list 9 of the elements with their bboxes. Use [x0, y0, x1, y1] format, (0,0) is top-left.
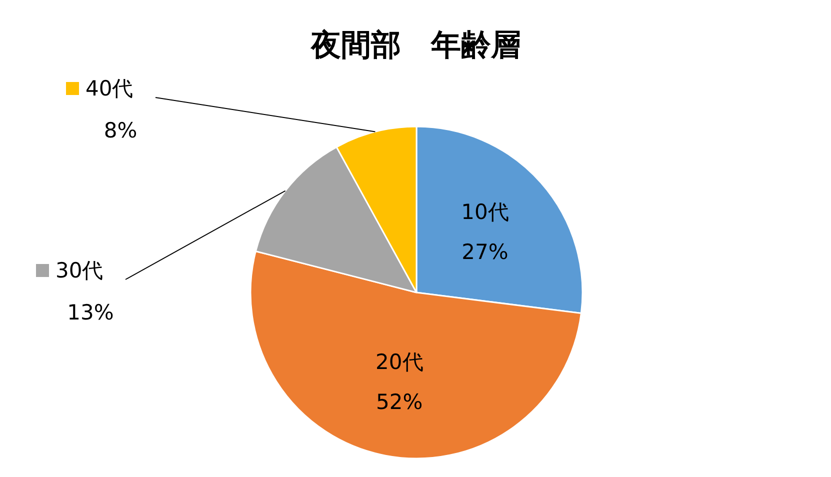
legend-label: 30代: [56, 258, 104, 282]
chart-title: 夜間部 年齢層: [310, 28, 521, 63]
slice-label: 10代: [461, 200, 509, 224]
data-label: 52%: [376, 390, 423, 414]
data-label: 13%: [67, 300, 114, 324]
slice-label: 20代: [376, 350, 424, 374]
data-label: 8%: [104, 118, 138, 142]
data-label: 27%: [462, 240, 508, 264]
legend-label: 40代: [86, 76, 134, 100]
